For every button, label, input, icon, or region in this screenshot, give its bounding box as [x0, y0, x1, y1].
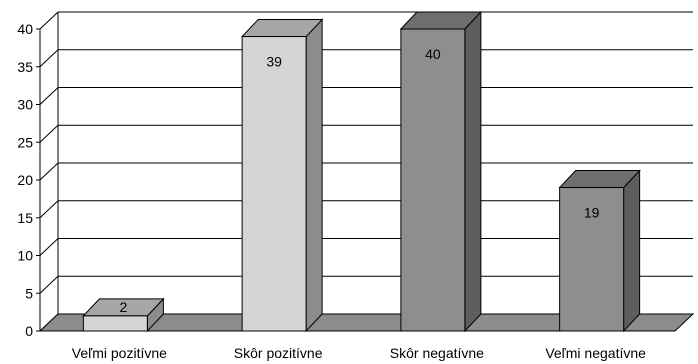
gridline-depth	[39, 238, 59, 256]
y-tick-label: 35	[17, 59, 33, 75]
data-label: 40	[425, 46, 441, 62]
category-label: Veľmi negatívne	[545, 345, 646, 361]
bar	[559, 187, 625, 332]
data-label: 39	[266, 54, 282, 70]
bars	[82, 10, 641, 333]
y-tick-label: 5	[25, 285, 33, 301]
gridlines	[39, 11, 693, 332]
labels: 0 5 10 15 20 25 30 35 40 2 Veľmi pozitívne 39 Skôr p…	[17, 21, 646, 361]
data-label: 19	[584, 205, 600, 221]
bar-side	[464, 10, 482, 333]
bar-side	[623, 169, 641, 333]
y-tick-label: 40	[17, 21, 33, 37]
gridline-depth	[39, 87, 59, 105]
data-label: 2	[119, 299, 127, 315]
category-label: Skôr negatívne	[390, 345, 484, 361]
bar-side	[305, 18, 323, 333]
gridline-depth	[39, 11, 59, 30]
bar	[241, 36, 307, 332]
y-tick-label: 30	[17, 97, 33, 113]
category-label: Veľmi pozitívne	[72, 345, 167, 361]
gridline-depth	[39, 162, 59, 181]
y-tick-label: 0	[25, 323, 33, 339]
bar	[82, 315, 148, 332]
gridline-depth	[39, 275, 59, 294]
y-tick-label: 20	[17, 172, 33, 188]
bar	[400, 28, 466, 332]
gridline-depth	[39, 124, 59, 143]
gridline-depth	[39, 49, 59, 68]
category-label: Skôr pozitívne	[234, 345, 323, 361]
y-tick-label: 15	[17, 210, 33, 226]
y-tick-label: 10	[17, 248, 33, 264]
gridline-depth	[39, 200, 59, 219]
y-tick-label: 25	[17, 134, 33, 150]
